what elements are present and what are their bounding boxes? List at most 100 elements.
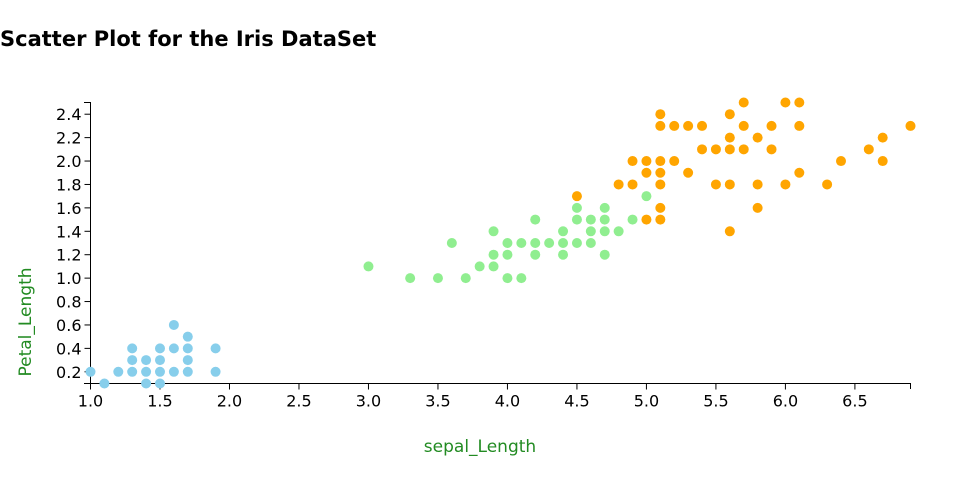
point (544, 238, 555, 248)
point (558, 249, 569, 260)
point (697, 144, 708, 155)
point (877, 132, 888, 143)
point (641, 167, 652, 178)
point (182, 343, 193, 354)
point (99, 378, 110, 389)
point (182, 355, 193, 366)
point (627, 214, 638, 225)
point (724, 226, 735, 237)
point (641, 156, 652, 167)
x-tick-label: 1.0 (78, 392, 103, 411)
point (502, 238, 513, 248)
point (405, 273, 416, 284)
point (669, 120, 680, 131)
x-tick-label: 1.5 (147, 392, 172, 411)
point (363, 261, 374, 272)
point (571, 202, 582, 213)
point (655, 202, 666, 213)
point (571, 238, 582, 248)
point (488, 249, 499, 260)
x-tick-label: 2.5 (286, 392, 311, 411)
point (488, 226, 499, 237)
point (488, 261, 499, 272)
point (530, 214, 541, 225)
x-tick-label: 5.0 (634, 392, 659, 411)
point (697, 120, 708, 131)
point (655, 167, 666, 178)
y-tick-label: 2.4 (56, 105, 81, 124)
point (502, 273, 513, 284)
point (154, 366, 165, 377)
point (168, 319, 179, 330)
point (460, 273, 471, 284)
point (669, 156, 680, 167)
point (432, 273, 443, 284)
point (530, 249, 541, 260)
y-tick-label: 0.6 (56, 316, 81, 335)
x-tick-label: 3.5 (425, 392, 450, 411)
point (627, 179, 638, 190)
point (182, 366, 193, 377)
point (141, 355, 152, 366)
point (655, 214, 666, 225)
x-tick-label: 6.5 (842, 392, 867, 411)
chart-title: Scatter Plot for the Iris DataSet (0, 27, 376, 51)
y-tick-label: 0.2 (56, 363, 81, 382)
point (710, 144, 721, 155)
point (738, 144, 749, 155)
point (127, 355, 138, 366)
point (836, 156, 847, 167)
point (85, 366, 96, 377)
y-tick-label: 1.6 (56, 199, 81, 218)
point (738, 97, 749, 108)
point (127, 366, 138, 377)
point (766, 120, 777, 131)
point (168, 343, 179, 354)
point (182, 331, 193, 342)
point (683, 167, 694, 178)
point (154, 378, 165, 389)
point (780, 179, 791, 190)
x-axis-title: sepal_Length (424, 437, 536, 457)
point (502, 249, 513, 260)
point (641, 191, 652, 202)
point (446, 238, 457, 248)
point (655, 120, 666, 131)
point (655, 109, 666, 120)
point (724, 132, 735, 143)
y-tick-label: 1.0 (56, 269, 81, 288)
point (599, 214, 610, 225)
y-tick-label: 0.8 (56, 293, 81, 312)
x-tick-label: 2.0 (217, 392, 242, 411)
point (530, 238, 541, 248)
x-tick-label: 4.0 (495, 392, 520, 411)
point (752, 202, 763, 213)
y-tick-label: 1.4 (56, 222, 81, 241)
point (710, 179, 721, 190)
point (585, 226, 596, 237)
x-tick-label: 5.5 (703, 392, 728, 411)
point (210, 343, 221, 354)
point (558, 238, 569, 248)
point (794, 97, 805, 108)
point (683, 120, 694, 131)
point (752, 132, 763, 143)
y-tick-label: 0.4 (56, 339, 81, 358)
point (877, 156, 888, 167)
point (627, 156, 638, 167)
point (210, 366, 221, 377)
point (571, 214, 582, 225)
point (724, 144, 735, 155)
point (474, 261, 485, 272)
y-tick-label: 2.0 (56, 152, 81, 171)
point (558, 226, 569, 237)
point (599, 226, 610, 237)
y-axis-title: Petal_Length (16, 267, 36, 376)
point (613, 179, 624, 190)
point (641, 214, 652, 225)
y-tick-label: 1.2 (56, 246, 81, 265)
point (141, 378, 152, 389)
point (127, 343, 138, 354)
x-tick-label: 3.0 (356, 392, 381, 411)
point (613, 226, 624, 237)
